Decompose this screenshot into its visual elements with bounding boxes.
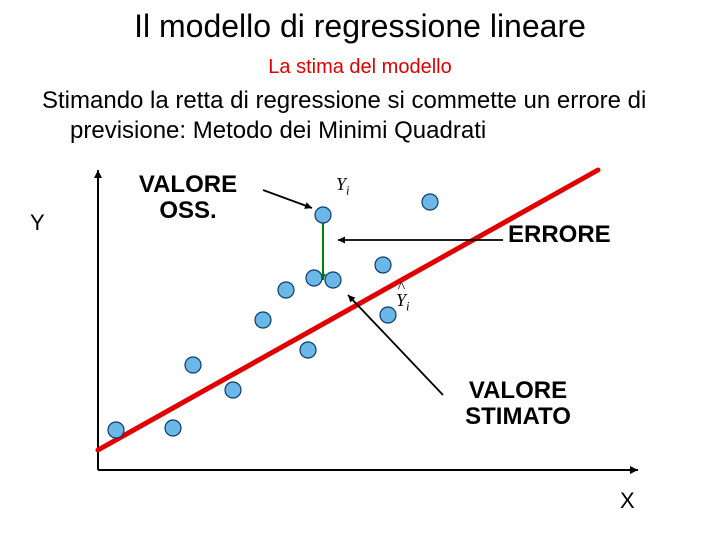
math-yhat-i: Yi	[396, 290, 410, 315]
body-text: Stimando la retta di regressione si comm…	[42, 86, 678, 146]
label-valore-stimato: VALORE STIMATO	[438, 378, 598, 431]
regression-chart: Y X VALORE OSS. ERRORE VALORE STIMATO Yi…	[38, 160, 678, 520]
label-errore: ERRORE	[508, 222, 611, 248]
slide: Il modello di regressione lineare La sti…	[0, 0, 720, 540]
label-valore-oss-l1: VALORE	[139, 171, 237, 198]
label-valore-oss: VALORE OSS.	[118, 172, 258, 225]
label-valore-stimato-l2: STIMATO	[465, 403, 571, 430]
slide-subtitle: La stima del modello	[0, 56, 720, 79]
x-axis-label: X	[620, 488, 635, 514]
y-axis-label: Y	[30, 210, 45, 236]
slide-title: Il modello di regressione lineare	[0, 8, 720, 45]
label-valore-oss-l2: OSS.	[159, 197, 216, 224]
math-yi: Yi	[336, 174, 350, 199]
body-line-2: previsione: Metodo dei Minimi Quadrati	[42, 116, 678, 146]
label-valore-stimato-l1: VALORE	[469, 377, 567, 404]
body-line-1: Stimando la retta di regressione si comm…	[42, 87, 646, 114]
